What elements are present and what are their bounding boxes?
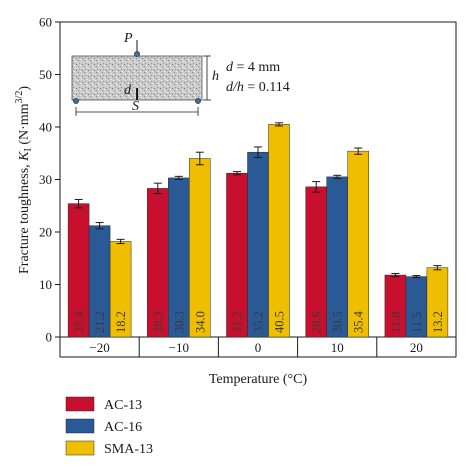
notch-ratio-numer: d (226, 80, 234, 95)
legend: AC-13 AC-16 SMA-13 (65, 396, 153, 457)
bars-group: 25.4 21.2 18.2 28.3 30.3 34.0 31.2 35.2 40.5 28.6… (67, 122, 449, 338)
bar-value-label: 30.3 (172, 311, 186, 333)
y-axis-label: Fracture toughness, KI (N·mm3/2) (14, 86, 34, 274)
notch-depth-text: d = 4 mm (226, 60, 280, 75)
bar-value-label: 31.2 (231, 311, 245, 333)
y-axis-label-unit-exponent: 3/2 (14, 91, 25, 104)
bar-value-label: 28.6 (310, 311, 324, 333)
y-tick-label: 50 (39, 67, 52, 82)
left-support (73, 98, 79, 104)
bar-value-label: 11.5 (410, 312, 424, 333)
specimen-inset: P d S h d = 4 mm d/h = 0.114 (71, 31, 290, 116)
x-category-label: 10 (331, 340, 344, 355)
y-axis-label-subscript: I (23, 148, 34, 151)
load-point (134, 51, 140, 57)
x-category-label: −20 (89, 340, 109, 355)
notch-symbol: d (124, 83, 132, 98)
bar-value-label: 11.8 (389, 312, 403, 333)
bar-value-label: 28.3 (151, 311, 165, 333)
y-tick-label: 10 (39, 277, 52, 292)
y-tick-label: 40 (39, 120, 52, 135)
legend-label: SMA-13 (104, 442, 153, 457)
notch-ratio-value: = 0.114 (244, 80, 290, 95)
span-symbol: S (132, 99, 139, 114)
height-symbol: h (212, 69, 219, 84)
y-tick-label: 0 (46, 330, 53, 345)
bar (268, 124, 290, 338)
y-axis-label-symbol: K (17, 151, 32, 162)
bar-value-label: 34.0 (193, 311, 207, 333)
notch-ratio-denom: /h (232, 80, 244, 95)
bar-value-label: 35.2 (252, 311, 266, 333)
x-category-label: −10 (169, 340, 189, 355)
legend-label: AC-13 (104, 398, 142, 413)
y-tick-label: 20 (39, 225, 52, 240)
x-category-label: 20 (410, 340, 423, 355)
y-tick-label: 60 (39, 15, 52, 30)
bar (189, 158, 211, 338)
y-axis-label-unit: (N·mm (17, 103, 32, 148)
legend-swatch (65, 418, 95, 434)
y-axis-label-prefix: Fracture toughness, (17, 161, 32, 274)
bar-value-label: 35.4 (352, 310, 366, 333)
bar-value-label: 40.5 (273, 311, 287, 333)
bar-value-label: 18.2 (114, 311, 128, 333)
bar-value-label: 13.2 (431, 311, 445, 333)
legend-swatch (65, 396, 95, 412)
x-category-label: 0 (255, 340, 262, 355)
y-axis: 0 10 20 30 40 50 60 (39, 15, 60, 345)
bar (347, 150, 369, 338)
legend-label: AC-16 (104, 420, 142, 435)
y-tick-label: 30 (39, 172, 52, 187)
bar-value-label: 21.2 (93, 311, 107, 333)
right-support (195, 98, 201, 104)
notch-depth-symbol: d (226, 60, 234, 75)
x-axis-category-table: −20 −10 0 10 20 (59, 337, 457, 358)
y-axis-label-unit-close: ) (17, 86, 32, 91)
notch-depth-value: = 4 mm (233, 60, 280, 75)
bar-value-label: 30.5 (331, 311, 345, 333)
bar (247, 151, 269, 338)
x-axis-label: Temperature (°C) (209, 372, 308, 387)
legend-swatch (65, 440, 95, 456)
load-symbol: P (123, 31, 133, 46)
notch-ratio-text: d/h = 0.114 (226, 80, 290, 95)
bar-value-label: 25.4 (72, 310, 86, 333)
